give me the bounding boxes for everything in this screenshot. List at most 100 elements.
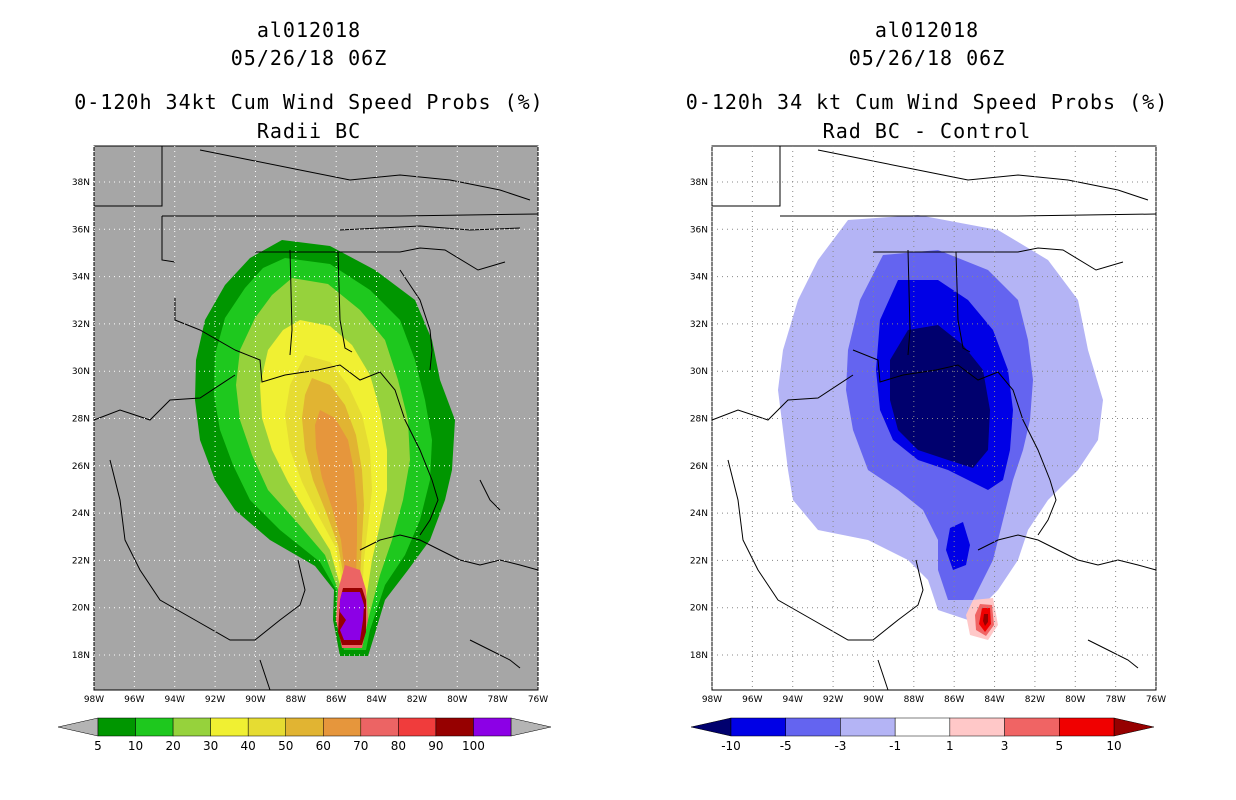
- lat-label: 24N: [72, 509, 90, 519]
- product-subtitle: Rad BC - Control: [822, 119, 1032, 143]
- colorbar: 5 10 20 30 40 50 60 70 80 90 100: [57, 717, 552, 753]
- colorbar-label: 80: [391, 739, 406, 753]
- colorbar-label: 1: [946, 739, 954, 753]
- lat-label: 18N: [690, 651, 708, 661]
- colorbar-segment: [97, 717, 136, 737]
- product-title: 0-120h 34kt Cum Wind Speed Probs (%): [74, 90, 544, 114]
- colorbar-segment: [785, 717, 841, 737]
- contour-minus-10: [890, 325, 990, 468]
- colorbar-label: 10: [128, 739, 143, 753]
- colorbar-segment: [210, 717, 249, 737]
- colorbar-label: 90: [428, 739, 443, 753]
- colorbar-segment: [840, 717, 896, 737]
- lon-label: 82W: [407, 695, 427, 705]
- colorbar-segment: [285, 717, 324, 737]
- colorbar-segment: [135, 717, 174, 737]
- colorbar-segment: [894, 717, 951, 737]
- lon-label: 78W: [487, 695, 507, 705]
- lat-label: 20N: [72, 604, 90, 614]
- lon-labels: 98W 96W 94W 92W 90W 88W 86W 84W 82W 80W 78W 76W: [702, 695, 1166, 705]
- colorbar-segment: [398, 717, 437, 737]
- lat-labels: 38N 36N 34N 32N 30N 28N 26N 24N 22N 20N 18N: [72, 178, 90, 661]
- contour-90: [340, 592, 364, 640]
- colorbar-segment: [360, 717, 399, 737]
- lat-label: 32N: [690, 320, 708, 330]
- lon-label: 80W: [447, 695, 467, 705]
- colorbar-label: 5: [1055, 739, 1063, 753]
- lat-label: 26N: [72, 462, 90, 472]
- colorbar-segment: [730, 717, 786, 737]
- lon-label: 84W: [366, 695, 386, 705]
- lon-label: 90W: [245, 695, 265, 705]
- colorbar-segment: [323, 717, 362, 737]
- lon-labels: 98W 96W 94W 92W 90W 88W 86W 84W 82W 80W 78W 76W: [84, 695, 548, 705]
- product-title: 0-120h 34 kt Cum Wind Speed Probs (%): [685, 90, 1169, 114]
- lat-label: 22N: [690, 556, 708, 566]
- lat-label: 24N: [690, 509, 708, 519]
- colorbar-label: 5: [94, 739, 102, 753]
- colorbar-label: 3: [1001, 739, 1009, 753]
- lat-label: 34N: [72, 273, 90, 283]
- forecast-datetime: 05/26/18 06Z: [230, 46, 388, 70]
- lat-label: 20N: [690, 604, 708, 614]
- lat-label: 18N: [72, 651, 90, 661]
- lon-label: 98W: [702, 695, 722, 705]
- coastlines-borders: [711, 146, 1157, 691]
- colorbar-label: 40: [241, 739, 256, 753]
- colorbar-end-high: [510, 717, 552, 737]
- lon-label: 96W: [124, 695, 144, 705]
- lon-label: 80W: [1065, 695, 1085, 705]
- forecast-datetime: 05/26/18 06Z: [848, 46, 1006, 70]
- lat-label: 32N: [72, 320, 90, 330]
- lat-label: 36N: [72, 225, 90, 235]
- colorbar-label: 50: [278, 739, 293, 753]
- lon-label: 86W: [944, 695, 964, 705]
- lon-label: 86W: [326, 695, 346, 705]
- lon-label: 90W: [863, 695, 883, 705]
- map-left: 38N 36N 34N 32N 30N 28N 26N 24N 22N 20N 18N 98W 96W…: [57, 145, 552, 753]
- lat-label: 26N: [690, 462, 708, 472]
- colorbar-label: 20: [165, 739, 180, 753]
- lat-label: 34N: [690, 273, 708, 283]
- colorbar-label: 100: [462, 739, 485, 753]
- lon-label: 76W: [1146, 695, 1166, 705]
- panel-radii-bc: al012018 05/26/18 06Z 0-120h 34kt Cum Wi…: [57, 18, 552, 753]
- lat-label: 36N: [690, 225, 708, 235]
- lat-labels: 38N 36N 34N 32N 30N 28N 26N 24N 22N 20N 18N: [690, 178, 708, 661]
- lon-label: 92W: [205, 695, 225, 705]
- lon-label: 76W: [528, 695, 548, 705]
- map-right: 38N 36N 34N 32N 30N 28N 26N 24N 22N 20N 18N 98W 96W…: [690, 145, 1166, 753]
- grid-lines: [711, 146, 1157, 690]
- colorbar: -10 -5 -3 -1 1 3 5 10: [690, 717, 1155, 753]
- colorbar-end-low: [57, 717, 99, 737]
- difference-shading: [778, 215, 1103, 640]
- colorbar-segment: [172, 717, 211, 737]
- colorbar-label: -1: [889, 739, 901, 753]
- colorbar-end-low: [690, 717, 732, 737]
- panel-rad-bc-control: al012018 05/26/18 06Z 0-120h 34 kt Cum W…: [618, 0, 1236, 800]
- storm-id: al012018: [874, 18, 980, 42]
- lat-label: 30N: [72, 367, 90, 377]
- lon-label: 94W: [783, 695, 803, 705]
- colorbar-segment: [247, 717, 286, 737]
- contour-plus-10: [983, 614, 988, 626]
- lat-label: 30N: [690, 367, 708, 377]
- colorbar-label: -5: [780, 739, 792, 753]
- colorbar-label: -3: [834, 739, 846, 753]
- lon-label: 82W: [1025, 695, 1045, 705]
- colorbar-segment: [1059, 717, 1115, 737]
- lon-label: 94W: [165, 695, 185, 705]
- colorbar-end-high: [1113, 717, 1155, 737]
- lon-label: 96W: [742, 695, 762, 705]
- probability-shading: [195, 240, 455, 656]
- lon-label: 98W: [84, 695, 104, 705]
- colorbar-label: 30: [203, 739, 218, 753]
- storm-id: al012018: [256, 18, 362, 42]
- colorbar-label: 60: [316, 739, 331, 753]
- lat-label: 28N: [690, 415, 708, 425]
- colorbar-label: 10: [1106, 739, 1121, 753]
- colorbar-segment: [435, 717, 474, 737]
- lon-label: 84W: [984, 695, 1004, 705]
- lat-label: 38N: [72, 178, 90, 188]
- lon-label: 92W: [823, 695, 843, 705]
